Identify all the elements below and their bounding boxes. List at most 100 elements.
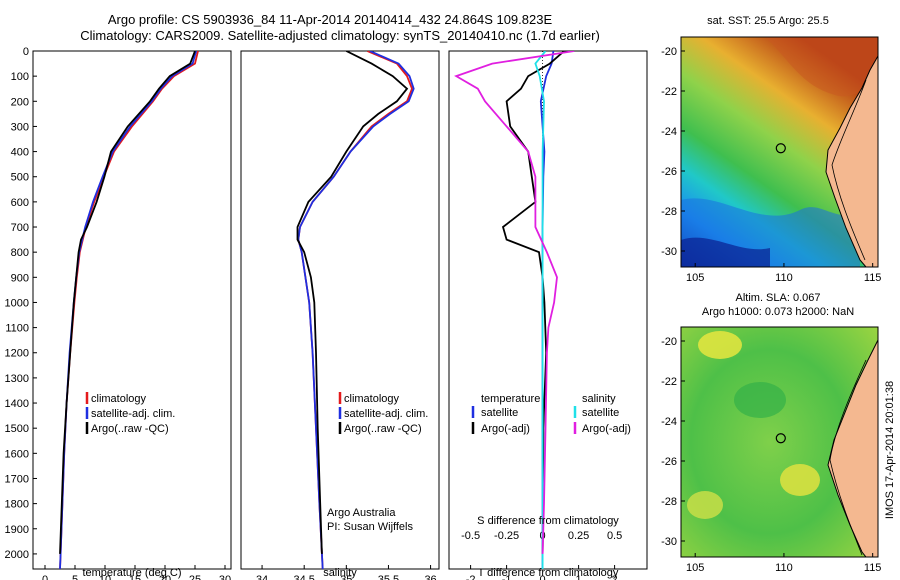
x-tick-label: -1 [502, 574, 512, 580]
x-tick-label: 0 [540, 574, 546, 580]
x-tick-label: 30 [219, 574, 231, 580]
temperature-panel: 0100200300400500600700800900100011001200… [5, 46, 232, 580]
s-tick-label: -0.25 [494, 530, 519, 542]
depth-tick-label: 1300 [5, 373, 29, 385]
data-credit-line2: PI: Susan Wijffels [327, 521, 413, 533]
legend-label-argo: Argo(..raw -QC) [91, 423, 169, 435]
series-line-1 [297, 51, 415, 569]
sst-map-title: sat. SST: 25.5 Argo: 25.5 [707, 15, 829, 27]
salinity-x-axis: 34 34.5 35 35.5 36 [256, 565, 437, 580]
depth-tick-label: 0 [23, 46, 29, 58]
map-y-tick-label: -30 [661, 246, 677, 258]
x-tick-label: 15 [129, 574, 141, 580]
depth-tick-label: 1800 [5, 499, 29, 511]
map-x-tick-label: 115 [864, 562, 882, 574]
legend-heading-salinity: salinity [582, 393, 616, 405]
x-tick-label: 34.5 [293, 574, 314, 580]
temperature-lines [59, 51, 199, 569]
map-y-tick-label: -30 [661, 536, 677, 548]
depth-tick-label: 300 [11, 121, 29, 133]
sla-map-axes: 105 110 115 -20 -22 -24 -26 -28 -30 [661, 336, 881, 574]
sla-map-subtitle: Argo h1000: 0.073 h2000: NaN [702, 306, 854, 318]
sst-argo-position [775, 143, 786, 154]
sla-map: Altim. SLA: 0.067 Argo h1000: 0.073 h200… [661, 292, 881, 574]
map-y-tick-label: -26 [661, 456, 677, 468]
map-y-tick-label: -24 [661, 416, 677, 428]
map-x-tick-label: 110 [775, 272, 793, 284]
s-difference-label: S difference from climatology [477, 515, 619, 527]
depth-tick-label: 2000 [5, 549, 29, 561]
x-tick-label: 25 [189, 574, 201, 580]
series-line-2 [296, 51, 409, 554]
sst-map-axes: 105 110 115 -20 -22 -24 -26 -28 -30 [661, 46, 881, 284]
legend-label-argo: Argo(..raw -QC) [344, 423, 422, 435]
legend-label-s-argo: Argo(-adj) [582, 423, 631, 435]
sst-map-frame [680, 36, 879, 268]
legend-label-satellite: satellite-adj. clim. [344, 408, 428, 420]
depth-tick-label: 700 [11, 222, 29, 234]
x-tick-label: 5 [72, 574, 78, 580]
sla-argo-position [775, 433, 786, 444]
x-tick-label: 20 [159, 574, 171, 580]
map-y-tick-label: -20 [661, 336, 677, 348]
depth-tick-label: 1200 [5, 348, 29, 360]
sla-high-patch [687, 491, 723, 519]
depth-tick-label: 1700 [5, 473, 29, 485]
map-x-tick-label: 115 [864, 272, 882, 284]
legend-label-s-satellite: satellite [582, 407, 619, 419]
legend-label-t-satellite: satellite [481, 407, 518, 419]
t-difference-label: T difference from climatology [478, 567, 619, 579]
difference-x-axis: -2 -1 0 1 2-0.5 -0.25 0 0.25 0.5 [461, 530, 622, 580]
s-tick-label: 0.5 [607, 530, 622, 542]
sla-map-title: Altim. SLA: 0.067 [736, 292, 821, 304]
x-tick-label: 1 [576, 574, 582, 580]
sst-bathymetry-contour [831, 79, 867, 261]
series-line-1 [501, 51, 565, 554]
depth-tick-label: 800 [11, 247, 29, 259]
series-line-2 [59, 51, 196, 554]
x-tick-label: 35.5 [378, 574, 399, 580]
legend-label-satellite: satellite-adj. clim. [91, 408, 175, 420]
x-tick-label: -2 [466, 574, 476, 580]
map-x-tick-label: 110 [775, 562, 793, 574]
data-credit-line1: Argo Australia [327, 507, 396, 519]
map-x-tick-label: 105 [686, 562, 704, 574]
timestamp-label: IMOS 17-Apr-2014 20:01:38 [884, 381, 896, 519]
depth-tick-label: 1400 [5, 398, 29, 410]
series-line-3 [454, 51, 575, 554]
temperature-x-axis: 0 5 10 15 20 25 30 [42, 565, 231, 580]
legend-label-climatology: climatology [344, 393, 400, 405]
sst-map: sat. SST: 25.5 Argo: 25.5 105 110 115 -20 -2… [661, 15, 881, 284]
depth-tick-label: 400 [11, 147, 29, 159]
salinity-lines [296, 51, 415, 569]
sla-bathymetry-contour [829, 359, 867, 556]
x-tick-label: 35 [340, 574, 352, 580]
x-tick-label: 34 [256, 574, 268, 580]
salinity-legend: climatology satellite-adj. clim. Argo(..… [338, 392, 428, 435]
sla-high-patch [780, 464, 820, 496]
sst-warm-water [765, 37, 878, 97]
difference-legend: temperature satellite Argo(-adj) salinit… [471, 393, 631, 435]
legend-label-t-argo: Argo(-adj) [481, 423, 530, 435]
depth-tick-label: 1000 [5, 297, 29, 309]
salinity-x-label: salinity [323, 567, 357, 579]
sla-low-patch [734, 382, 786, 418]
x-tick-label: 2 [612, 574, 618, 580]
map-y-tick-label: -26 [661, 166, 677, 178]
map-y-tick-label: -24 [661, 126, 677, 138]
legend-label-climatology: climatology [91, 393, 147, 405]
depth-axis: 0 100 200 300 400 500 600 700 800 900 1000 1100 1200… [5, 46, 37, 561]
difference-lines [454, 51, 575, 569]
temperature-axes [32, 50, 232, 570]
x-tick-label: 0 [42, 574, 48, 580]
map-y-tick-label: -22 [661, 86, 677, 98]
sst-cold-water [681, 237, 770, 267]
salinity-panel: 34 34.5 35 35.5 36 climatology satellite-adj… [240, 50, 440, 580]
map-y-tick-label: -22 [661, 376, 677, 388]
sla-map-frame [680, 326, 879, 558]
map-y-tick-label: -28 [661, 496, 677, 508]
depth-tick-label: 1500 [5, 423, 29, 435]
map-y-tick-label: -28 [661, 206, 677, 218]
depth-tick-label: 100 [11, 71, 29, 83]
